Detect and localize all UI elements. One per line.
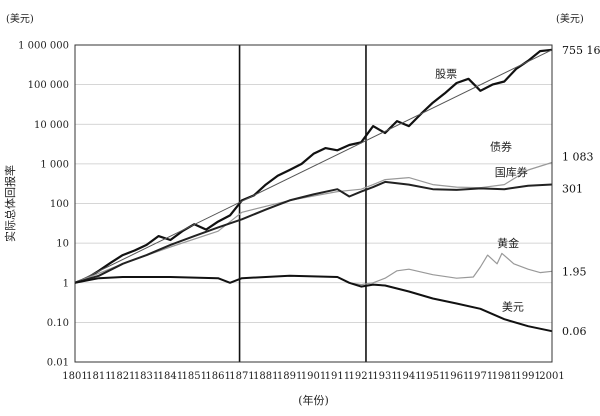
x-tick-label: 1991 bbox=[515, 371, 540, 382]
x-axis-label: (年份) bbox=[298, 393, 329, 407]
x-tick-label: 1881 bbox=[253, 371, 278, 382]
y-tick-label: 100 bbox=[50, 199, 69, 210]
series-end-value: 1.95 bbox=[562, 265, 587, 278]
series-line-5 bbox=[74, 274, 553, 333]
series-name-label: 股票 bbox=[435, 68, 457, 81]
x-tick-label: 1931 bbox=[372, 371, 397, 382]
x-tick-label: 1981 bbox=[492, 371, 517, 382]
y-tick-label: 0.01 bbox=[47, 358, 69, 369]
y-tick-label: 1 000 bbox=[40, 159, 69, 170]
series-name-label: 债券 bbox=[490, 139, 512, 153]
x-tick-label: 1951 bbox=[420, 371, 445, 382]
x-tick-label: 1961 bbox=[444, 371, 469, 382]
x-tick-label: 1861 bbox=[205, 371, 230, 382]
plot-frame bbox=[74, 44, 553, 363]
x-tick-label: 2001 bbox=[539, 371, 564, 382]
y-axis-label: 实际总体回报率 bbox=[3, 165, 17, 242]
x-tick-label: 1841 bbox=[158, 371, 183, 382]
right-unit-label: (美元) bbox=[556, 12, 584, 25]
series-end-value: 0.06 bbox=[562, 325, 587, 338]
grid bbox=[75, 44, 552, 363]
x-tick-label: 1941 bbox=[396, 371, 421, 382]
x-tick-label: 1921 bbox=[348, 371, 373, 382]
series-end-value: 301 bbox=[562, 183, 583, 196]
series-end-value: 1 083 bbox=[562, 151, 594, 164]
x-tick-label: 1891 bbox=[277, 371, 302, 382]
x-tick-labels: 1801181118211831184118511861187118811891… bbox=[62, 371, 564, 382]
series-line-0 bbox=[74, 48, 553, 284]
x-tick-label: 1821 bbox=[110, 371, 135, 382]
x-tick-label: 1831 bbox=[134, 371, 159, 382]
x-tick-label: 1971 bbox=[468, 371, 493, 382]
y-tick-labels: 0.01 0.10 1 10 100 1 000 10 000 100 000 1 000 00… bbox=[18, 41, 69, 369]
series-lines bbox=[74, 48, 553, 333]
series-line-1 bbox=[74, 49, 553, 284]
x-tick-label: 1901 bbox=[301, 371, 326, 382]
left-unit-label: (美元) bbox=[6, 12, 34, 25]
x-tick-label: 1801 bbox=[62, 371, 87, 382]
series-name-label: 黄金 bbox=[497, 236, 519, 250]
x-tick-label: 1811 bbox=[86, 371, 111, 382]
y-tick-label: 0.10 bbox=[47, 318, 69, 329]
y-tick-label: 10 000 bbox=[34, 120, 69, 131]
x-tick-label: 1911 bbox=[325, 371, 350, 382]
y-tick-label: 100 000 bbox=[28, 80, 69, 91]
x-tick-label: 1871 bbox=[229, 371, 254, 382]
series-line-4 bbox=[74, 252, 553, 286]
series-labels: 股票 755 163 债券 1 083 国库券 301 黄金 1.95 美元 0.06 bbox=[435, 44, 600, 338]
series-name-label: 国库券 bbox=[495, 165, 528, 179]
series-line-3 bbox=[74, 180, 553, 284]
series-end-value: 755 163 bbox=[562, 44, 600, 57]
y-tick-label: 10 bbox=[56, 239, 69, 250]
x-tick-label: 1851 bbox=[182, 371, 207, 382]
series-line-2 bbox=[74, 161, 553, 284]
series-name-label: 美元 bbox=[502, 300, 524, 313]
y-tick-label: 1 bbox=[63, 278, 69, 289]
y-tick-label: 1 000 000 bbox=[18, 41, 69, 52]
